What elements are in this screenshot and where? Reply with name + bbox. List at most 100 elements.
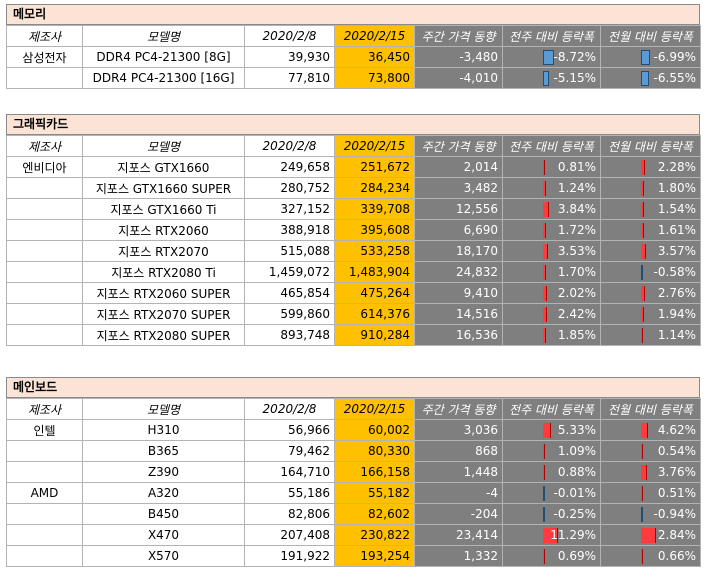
- price-current-cell: 82,602: [334, 503, 415, 525]
- maker-cell: 삼성전자: [6, 46, 83, 68]
- data-bar-negative: [543, 71, 549, 86]
- header-date2: 2020/2/15: [334, 398, 415, 420]
- maker-cell: [6, 524, 83, 546]
- price-prev-cell: 515,088: [244, 240, 335, 262]
- mom-change-cell: 1.80%: [600, 177, 701, 199]
- data-bar-positive: [543, 265, 546, 280]
- wow-change-cell: 0.81%: [502, 156, 601, 178]
- price-current-cell: 614,376: [334, 303, 415, 325]
- table-row: 인텔 H310 56,966 60,002 3,036 5.33% 4.62%: [6, 419, 701, 441]
- percent-label: -6.99%: [653, 50, 696, 64]
- percent-label: 3.53%: [557, 244, 596, 258]
- model-cell: 지포스 RTX2060 SUPER: [82, 282, 245, 304]
- percent-label: 3.57%: [657, 244, 696, 258]
- wow-change-cell: -0.25%: [502, 503, 601, 525]
- price-prev-cell: 327,152: [244, 198, 335, 220]
- wow-change-cell: 0.88%: [502, 461, 601, 483]
- mom-change-cell: 0.51%: [600, 482, 701, 504]
- data-bar-positive: [641, 244, 646, 259]
- price-prev-cell: 39,930: [244, 46, 335, 68]
- percent-label: 1.70%: [557, 265, 596, 279]
- wow-change-cell: 2.42%: [502, 303, 601, 325]
- data-bar-negative: [543, 50, 554, 65]
- price-current-cell: 73,800: [334, 67, 415, 89]
- maker-cell: [6, 503, 83, 525]
- mom-change-cell: 2.76%: [600, 282, 701, 304]
- weekly-change-cell: -4,010: [414, 67, 503, 89]
- header-model: 모델명: [82, 25, 245, 47]
- percent-label: 1.61%: [657, 223, 696, 237]
- wow-change-cell: 5.33%: [502, 419, 601, 441]
- weekly-change-cell: -3,480: [414, 46, 503, 68]
- mom-change-cell: 4.62%: [600, 419, 701, 441]
- wow-change-cell: 3.84%: [502, 198, 601, 220]
- table-row: 지포스 GTX1660 Ti 327,152 339,708 12,556 3.84% 1…: [6, 198, 701, 220]
- weekly-change-cell: 1,332: [414, 545, 503, 567]
- data-bar-positive: [641, 528, 656, 543]
- data-bar-positive: [543, 328, 546, 343]
- weekly-change-cell: 1,448: [414, 461, 503, 483]
- price-current-cell: 395,608: [334, 219, 415, 241]
- mainboard-section: 메인보드 제조사 모델명 2020/2/8 2020/2/15 주간 가격 동향 전주 대…: [6, 377, 701, 567]
- percent-label: -0.01%: [553, 486, 596, 500]
- table-row: 지포스 RTX2080 SUPER 893,748 910,284 16,536 1.8…: [6, 324, 701, 346]
- model-cell: B365: [82, 440, 245, 462]
- mom-change-cell: -6.55%: [600, 67, 701, 89]
- price-prev-cell: 79,462: [244, 440, 335, 462]
- data-bar-positive: [543, 444, 545, 459]
- mom-change-cell: -6.99%: [600, 46, 701, 68]
- model-cell: 지포스 GTX1660: [82, 156, 245, 178]
- header-date2: 2020/2/15: [334, 25, 415, 47]
- header-model: 모델명: [82, 135, 245, 157]
- price-prev-cell: 164,710: [244, 461, 335, 483]
- percent-label: 4.62%: [657, 423, 696, 437]
- data-bar-positive: [641, 286, 645, 301]
- header-maker: 제조사: [6, 135, 83, 157]
- maker-cell: [6, 461, 83, 483]
- header-wow: 전주 대비 등락폭: [502, 398, 601, 420]
- model-cell: 지포스 RTX2070: [82, 240, 245, 262]
- data-bar-positive: [641, 328, 643, 343]
- header-mom: 전월 대비 등락폭: [600, 398, 701, 420]
- model-cell: DDR4 PC4-21300 [8G]: [82, 46, 245, 68]
- header-date2: 2020/2/15: [334, 135, 415, 157]
- maker-cell: [6, 545, 83, 567]
- percent-label: 2.76%: [657, 286, 696, 300]
- maker-cell: [6, 240, 83, 262]
- price-prev-cell: 465,854: [244, 282, 335, 304]
- mom-change-cell: 1.54%: [600, 198, 701, 220]
- wow-change-cell: 1.24%: [502, 177, 601, 199]
- maker-cell: [6, 219, 83, 241]
- price-prev-cell: 207,408: [244, 524, 335, 546]
- model-cell: 지포스 RTX2060: [82, 219, 245, 241]
- mom-change-cell: 3.57%: [600, 240, 701, 262]
- weekly-change-cell: 14,516: [414, 303, 503, 325]
- percent-label: 11.29%: [550, 528, 596, 542]
- percent-label: 5.33%: [557, 423, 596, 437]
- weekly-change-cell: -204: [414, 503, 503, 525]
- header-weekly: 주간 가격 동향: [414, 25, 503, 47]
- model-cell: DDR4 PC4-21300 [16G]: [82, 67, 245, 89]
- mom-change-cell: -0.58%: [600, 261, 701, 283]
- wow-change-cell: 1.72%: [502, 219, 601, 241]
- price-prev-cell: 249,658: [244, 156, 335, 178]
- model-cell: H310: [82, 419, 245, 441]
- wow-change-cell: 1.09%: [502, 440, 601, 462]
- percent-label: 0.69%: [557, 549, 596, 563]
- weekly-change-cell: 16,536: [414, 324, 503, 346]
- data-bar-positive: [641, 181, 644, 196]
- mainboard-table: 제조사 모델명 2020/2/8 2020/2/15 주간 가격 동향 전주 대비 등락폭…: [6, 398, 701, 567]
- price-current-cell: 284,234: [334, 177, 415, 199]
- mom-change-cell: 1.94%: [600, 303, 701, 325]
- weekly-change-cell: 6,690: [414, 219, 503, 241]
- percent-label: 2.84%: [657, 528, 696, 542]
- header-wow: 전주 대비 등락폭: [502, 135, 601, 157]
- percent-label: 3.84%: [557, 202, 596, 216]
- data-bar-negative: [641, 265, 643, 280]
- wow-change-cell: 1.85%: [502, 324, 601, 346]
- price-prev-cell: 191,922: [244, 545, 335, 567]
- header-mom: 전월 대비 등락폭: [600, 135, 701, 157]
- price-prev-cell: 599,860: [244, 303, 335, 325]
- wow-change-cell: -5.15%: [502, 67, 601, 89]
- data-bar-positive: [543, 202, 549, 217]
